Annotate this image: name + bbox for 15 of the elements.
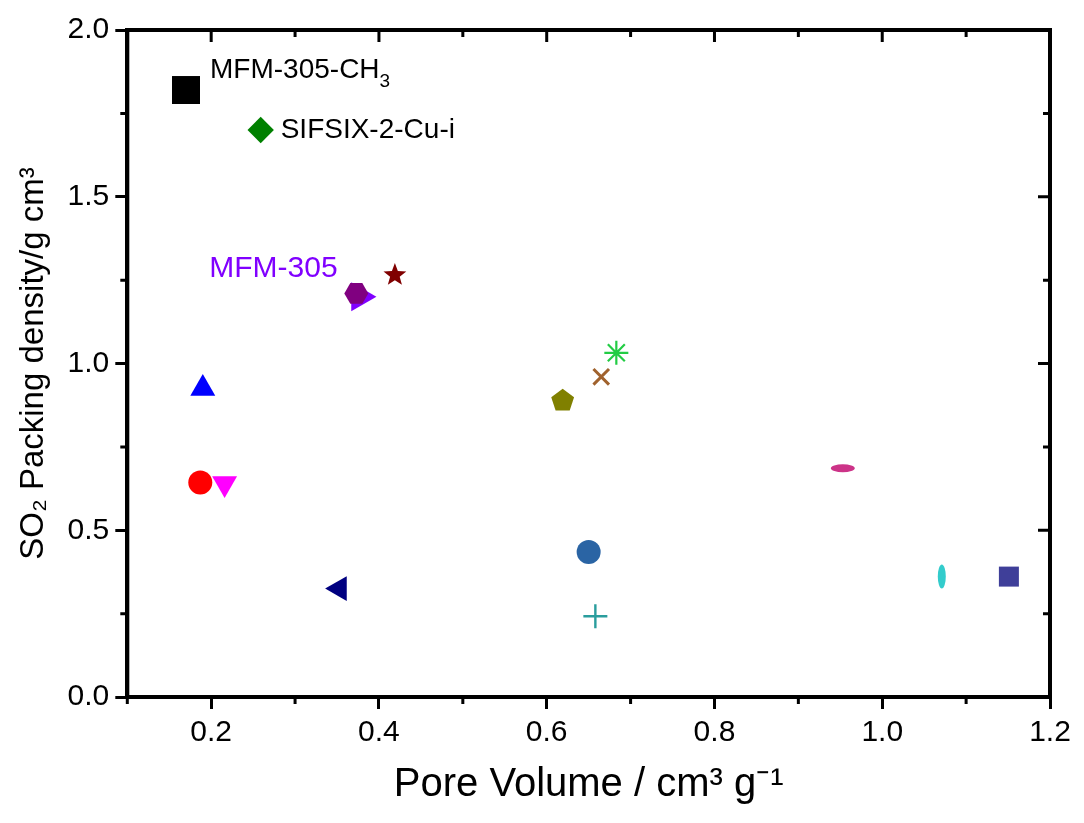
annotation: SIFSIX-2-Cu-i [280,112,455,144]
x-tick-label: 1.2 [1029,714,1071,748]
x-tick-label: 0.6 [525,714,568,748]
x-axis-title: Pore Volume / cm³ g⁻¹ [393,760,784,805]
y-tick-label: 0.5 [67,511,110,545]
x-tick-label: 0.2 [190,714,233,748]
x-tick-label: 0.8 [693,714,736,748]
y-tick-label: 0.0 [67,678,110,712]
y-tick-label: 1.0 [67,344,110,378]
y-tick-label: 2.0 [67,11,110,45]
x-tick-label: 0.4 [358,714,400,748]
x-tick-label: 1.0 [861,714,904,748]
y-axis-title: SO₂ Packing density/g cm³ [12,167,50,560]
series-label: MFM-305 [209,249,338,283]
y-tick-label: 1.5 [67,178,110,212]
